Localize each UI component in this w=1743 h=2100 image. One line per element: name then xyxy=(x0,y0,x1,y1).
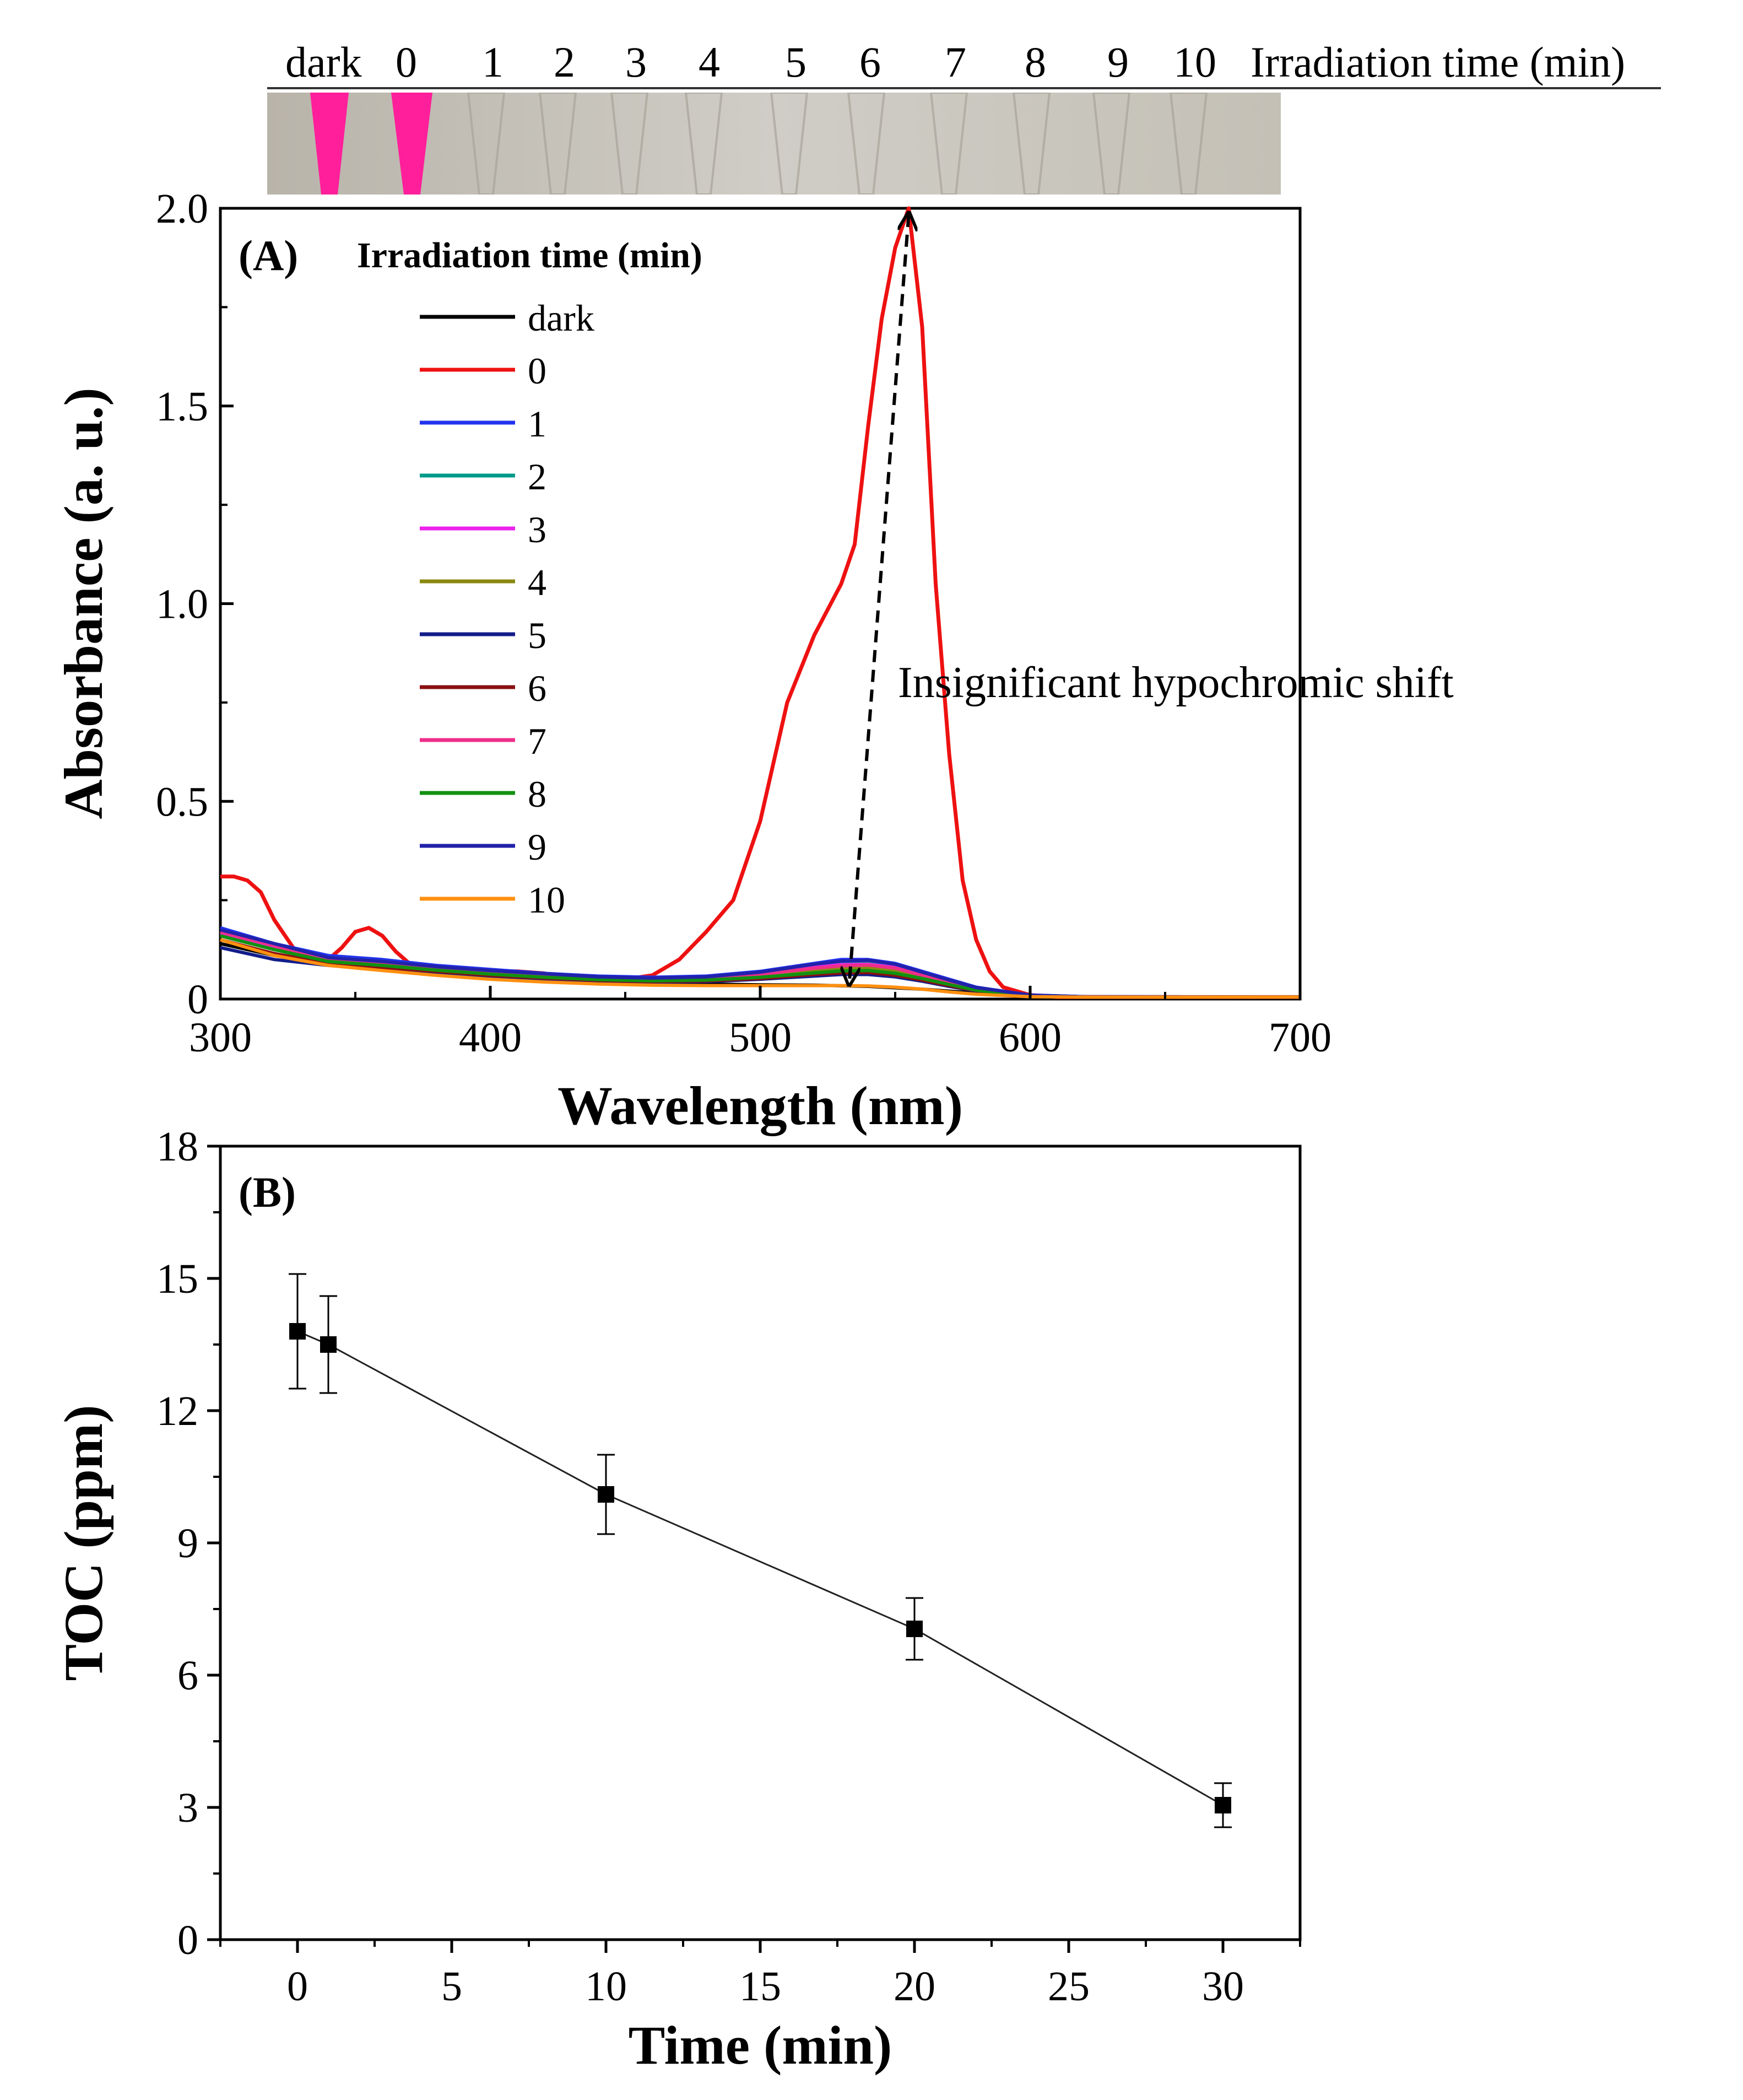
series-line-0 xyxy=(220,206,1300,999)
toc-point xyxy=(320,1336,337,1353)
time-axis-label: Time (min) xyxy=(629,2015,892,2076)
panel-a-label: (A) xyxy=(239,231,298,279)
cuvette-0-pink xyxy=(391,93,432,195)
strip-label-0: 0 xyxy=(396,38,417,86)
toc-plot-frame xyxy=(219,1145,1302,1941)
shift-annotation: Insignificant hypochromic shift xyxy=(898,658,1454,707)
b-ytick-label: 3 xyxy=(177,1785,198,1831)
strip-axis-title: Irradiation time (min) xyxy=(1251,38,1626,86)
strip-label-10: 10 xyxy=(1173,38,1216,86)
strip-label-8: 8 xyxy=(1025,38,1046,86)
legend-label-6: 6 xyxy=(528,667,546,709)
toc-point xyxy=(598,1486,614,1503)
a-ytick-label: 2.0 xyxy=(156,186,208,232)
legend-label-dark: dark xyxy=(528,297,594,339)
strip-label-5: 5 xyxy=(785,38,806,86)
legend-label-2: 2 xyxy=(528,456,546,498)
strip-underline xyxy=(267,87,1661,89)
b-xtick-label: 30 xyxy=(1202,1963,1244,2010)
strip-label-2: 2 xyxy=(554,38,575,86)
a-ytick-label: 1.5 xyxy=(156,384,208,430)
legend-label-7: 7 xyxy=(528,720,546,762)
legend-label-10: 10 xyxy=(528,879,565,921)
clear-cuvettes xyxy=(467,93,1208,195)
toc-axis-label: TOC (ppm) xyxy=(53,1405,114,1681)
absorbance-plot-frame xyxy=(219,207,1302,1001)
b-ytick-label: 15 xyxy=(156,1256,198,1302)
b-ytick-label: 12 xyxy=(156,1388,198,1434)
photo-strip-header: dark 0 1 2 3 4 5 6 7 8 9 10 Irradiation … xyxy=(281,32,1691,93)
strip-label-1: 1 xyxy=(482,38,504,86)
strip-label-7: 7 xyxy=(945,38,966,86)
strip-label-dark: dark xyxy=(285,38,362,86)
toc-series xyxy=(289,1273,1232,1828)
strip-label-3: 3 xyxy=(625,38,647,86)
legend-title: Irradiation time (min) xyxy=(357,235,702,276)
absorbance-series xyxy=(220,206,1301,999)
toc-point xyxy=(289,1323,306,1340)
series-line-9 xyxy=(220,928,1301,999)
hypochromic-shift-arrow xyxy=(849,215,909,982)
b-ytick-label: 9 xyxy=(177,1520,198,1567)
b-xtick-label: 25 xyxy=(1048,1963,1090,2010)
legend-label-9: 9 xyxy=(528,826,546,868)
toc-connecting-line xyxy=(297,1330,1224,1806)
cuvette-photo xyxy=(267,93,1281,195)
a-xtick-label: 500 xyxy=(729,1014,792,1061)
a-xtick-label: 700 xyxy=(1269,1014,1331,1061)
toc-chart: 0 5 10 15 20 25 30 0 3 6 9 12 15 18 (B) Time (min) TO… xyxy=(53,1124,1302,2076)
legend-label-0: 0 xyxy=(528,350,546,392)
toc-point xyxy=(906,1621,923,1637)
a-ytick-label: 0 xyxy=(187,976,208,1023)
a-ytick-label: 1.0 xyxy=(156,581,208,628)
legend-label-8: 8 xyxy=(528,773,546,815)
b-xtick-label: 5 xyxy=(441,1963,462,2010)
b-xtick-label: 0 xyxy=(287,1963,308,2010)
strip-label-4: 4 xyxy=(699,38,720,86)
a-xtick-label: 600 xyxy=(999,1014,1062,1061)
b-ytick-label: 18 xyxy=(156,1124,198,1170)
b-xtick-label: 10 xyxy=(585,1963,627,2010)
absorbance-chart: 300 400 500 600 700 0 0.5 1.0 1.5 2.0 (A) Insigni… xyxy=(53,186,1454,1136)
absorbance-axis-ticks: 300 400 500 600 700 0 0.5 1.0 1.5 2.0 xyxy=(156,186,1331,1061)
legend-label-3: 3 xyxy=(528,509,546,550)
legend-label-1: 1 xyxy=(528,403,546,445)
strip-label-6: 6 xyxy=(859,38,881,86)
panel-b-label: (B) xyxy=(239,1168,296,1216)
b-ytick-label: 6 xyxy=(177,1653,198,1699)
strip-label-9: 9 xyxy=(1107,38,1129,86)
a-ytick-label: 0.5 xyxy=(156,779,208,825)
absorbance-axis-label: Absorbance (a. u.) xyxy=(53,387,114,819)
toc-axis-ticks: 0 5 10 15 20 25 30 0 3 6 9 12 15 18 xyxy=(156,1124,1301,2010)
b-ytick-label: 0 xyxy=(177,1917,198,1963)
wavelength-axis-label: Wavelength (nm) xyxy=(557,1075,963,1136)
a-xtick-label: 300 xyxy=(189,1014,252,1061)
absorbance-legend: Irradiation time (min) dark 0 1 2 3 4 5 6 7 8 9 10 xyxy=(357,235,702,921)
toc-point xyxy=(1215,1797,1231,1813)
b-xtick-label: 20 xyxy=(894,1963,935,2010)
legend-label-5: 5 xyxy=(528,614,546,656)
b-xtick-label: 15 xyxy=(739,1963,781,2010)
cuvette-dark-pink xyxy=(310,93,349,195)
series-line-10 xyxy=(220,938,1300,999)
legend-label-4: 4 xyxy=(528,562,546,603)
a-xtick-label: 400 xyxy=(459,1014,522,1061)
series-line-8 xyxy=(220,934,1300,999)
